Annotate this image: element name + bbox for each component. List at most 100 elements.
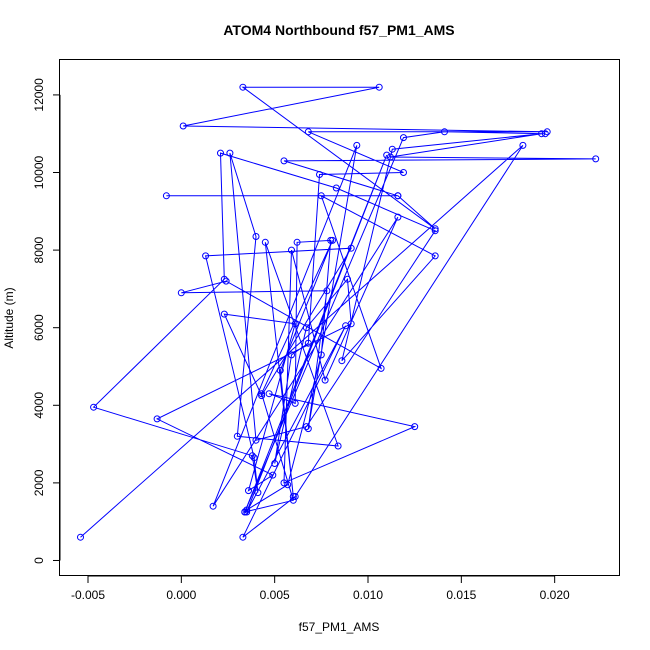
- y-tick-label: 0: [32, 557, 46, 564]
- x-tick-label: 0.000: [166, 588, 196, 602]
- data-point: [316, 171, 323, 178]
- data-point: [177, 289, 185, 297]
- data-point: [541, 130, 549, 138]
- data-point: [394, 192, 402, 200]
- data-point: [252, 233, 260, 240]
- data-point: [291, 493, 299, 500]
- data-point: [441, 128, 448, 136]
- data-point: [386, 153, 394, 161]
- y-tick-label: 12000: [32, 78, 46, 112]
- series-layer: [77, 83, 600, 541]
- x-tick-label: 0.020: [540, 588, 570, 602]
- data-point: [291, 320, 299, 328]
- data-point: [377, 364, 385, 372]
- chart-title: ATOM4 Northbound f57_PM1_AMS: [223, 22, 454, 38]
- y-tick-label: 8000: [32, 236, 46, 263]
- y-tick-label: 10000: [32, 156, 46, 190]
- data-point: [317, 351, 325, 359]
- data-point: [265, 390, 273, 398]
- data-point: [220, 310, 228, 318]
- data-point: [217, 149, 224, 157]
- data-point: [293, 238, 301, 246]
- data-point: [334, 442, 342, 450]
- data-point: [592, 155, 600, 163]
- data-point: [77, 533, 84, 541]
- data-point: [226, 149, 234, 157]
- y-axis-label: Altitude (m): [2, 287, 16, 348]
- data-point: [304, 128, 312, 136]
- data-point: [388, 145, 396, 153]
- data-point: [302, 324, 310, 332]
- y-tick-label: 4000: [32, 392, 46, 419]
- data-point: [323, 287, 331, 295]
- data-point: [276, 366, 284, 374]
- data-point: [338, 357, 346, 365]
- data-point: [321, 376, 329, 384]
- data-point: [243, 508, 251, 516]
- data-point: [258, 392, 266, 400]
- data-point: [317, 192, 325, 200]
- y-axis: 0 2000 4000 6000 8000 10000 12000: [32, 78, 61, 564]
- data-point: [162, 192, 170, 200]
- data-point: [280, 157, 288, 165]
- data-point: [153, 415, 161, 423]
- data-point: [202, 252, 210, 260]
- data-point: [280, 479, 288, 487]
- data-point: [241, 508, 249, 516]
- data-point: [347, 244, 355, 252]
- data-point: [233, 432, 241, 440]
- data-point: [332, 184, 340, 192]
- data-point: [239, 533, 247, 541]
- data-point: [90, 403, 98, 411]
- data-point: [353, 141, 361, 149]
- data-point: [245, 487, 252, 495]
- data-point: [239, 83, 247, 91]
- x-tick-label: -0.005: [71, 588, 105, 602]
- data-point: [250, 454, 258, 462]
- x-tick-label: 0.015: [446, 588, 476, 602]
- data-point: [347, 320, 355, 328]
- data-point: [209, 502, 217, 510]
- data-point: [304, 339, 312, 347]
- data-point: [383, 151, 391, 159]
- data-point: [302, 423, 310, 431]
- data-point: [220, 275, 228, 283]
- x-tick-label: 0.005: [260, 588, 290, 602]
- data-point: [289, 493, 297, 500]
- x-axis: -0.005 0.000 0.005 0.010 0.015 0.020: [71, 575, 570, 602]
- data-point: [411, 423, 419, 431]
- data-point: [261, 238, 269, 246]
- data-point: [291, 399, 299, 407]
- y-tick-label: 2000: [32, 469, 46, 496]
- data-point: [344, 275, 351, 283]
- series-line: [80, 86, 596, 538]
- data-point: [400, 169, 407, 176]
- data-point: [431, 227, 439, 235]
- data-point: [304, 425, 312, 433]
- data-point: [288, 351, 295, 359]
- data-point: [375, 83, 383, 91]
- data-point: [289, 496, 297, 504]
- x-tick-label: 0.010: [353, 588, 383, 602]
- data-point: [248, 452, 256, 460]
- data-point: [222, 277, 230, 285]
- data-point: [252, 436, 260, 444]
- data-point: [327, 236, 335, 244]
- y-tick-label: 6000: [32, 314, 46, 341]
- data-point: [269, 471, 277, 479]
- data-point: [271, 460, 279, 467]
- data-point: [431, 225, 439, 233]
- data-point: [284, 481, 292, 489]
- data-point: [394, 213, 402, 221]
- data-point: [243, 506, 251, 514]
- data-point: [258, 390, 266, 398]
- data-point: [288, 246, 295, 254]
- data-point: [400, 134, 407, 142]
- data-point: [519, 141, 527, 149]
- data-point: [179, 122, 187, 130]
- data-point: [254, 489, 262, 497]
- x-axis-label: f57_PM1_AMS: [299, 620, 380, 634]
